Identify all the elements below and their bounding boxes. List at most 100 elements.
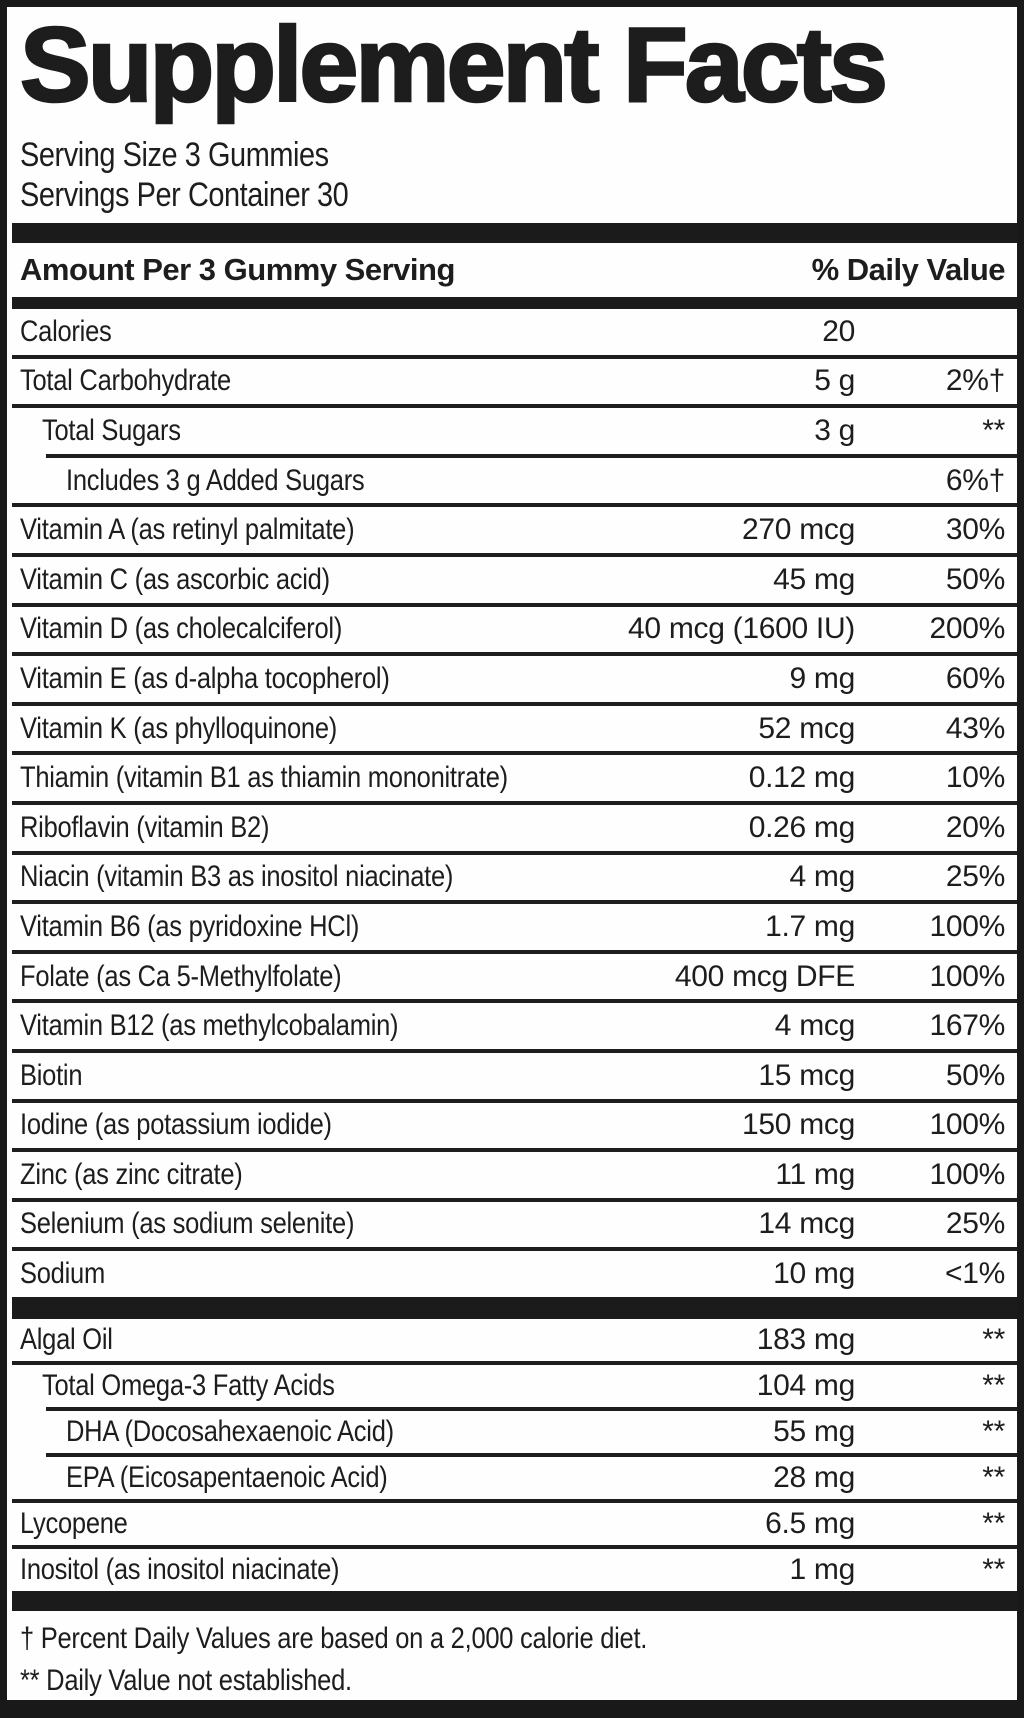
serving-size: Serving Size 3 Gummies xyxy=(20,136,329,174)
row-separator xyxy=(12,1148,1017,1153)
table-row: Algal Oil 183 mg ** xyxy=(7,1319,1017,1361)
footnotes: † Percent Daily Values are based on a 2,… xyxy=(7,1611,1017,1699)
table-row: Lycopene 6.5 mg ** xyxy=(7,1503,1017,1545)
row-dv: 200% xyxy=(929,612,1005,646)
row-label: DHA (Docosahexaenoic Acid) xyxy=(66,1415,394,1449)
thick-divider-middle xyxy=(12,1296,1017,1319)
row-label: Vitamin D (as cholecalciferol) xyxy=(20,612,343,646)
row-separator xyxy=(12,701,1017,706)
table-row: Total Omega-3 Fatty Acids 104 mg ** xyxy=(7,1365,1017,1407)
row-separator xyxy=(12,1360,1017,1365)
table-row: Includes 3 g Added Sugars 6%† xyxy=(7,458,1017,504)
row-label: Total Sugars xyxy=(42,413,181,447)
row-label: Vitamin K (as phylloquinone) xyxy=(20,711,337,745)
table-row: Vitamin K (as phylloquinone) 52 mcg 43% xyxy=(7,706,1017,752)
row-amount: 52 mcg xyxy=(758,711,855,745)
table-row: Total Carbohydrate 5 g 2%† xyxy=(7,359,1017,405)
table-row: Biotin 15 mcg 50% xyxy=(7,1053,1017,1099)
row-label: EPA (Eicosapentaenoic Acid) xyxy=(66,1461,388,1495)
row-separator xyxy=(12,404,1017,409)
row-amount: 6.5 mg xyxy=(765,1507,855,1541)
row-label: Lycopene xyxy=(20,1507,128,1541)
row-amount: 15 mcg xyxy=(758,1058,855,1092)
table-row: Calories 20 xyxy=(7,309,1017,355)
table-row: Vitamin B12 (as methylcobalamin) 4 mcg 1… xyxy=(7,1003,1017,1049)
page-title: Supplement Facts xyxy=(19,6,890,124)
thick-divider-bottom xyxy=(12,1591,1017,1612)
row-amount: 9 mg xyxy=(789,661,856,695)
row-dv: 25% xyxy=(945,860,1005,894)
row-dv: 60% xyxy=(945,661,1005,695)
row-dv: 30% xyxy=(945,513,1005,547)
table-row: Zinc (as zinc citrate) 11 mg 100% xyxy=(7,1152,1017,1198)
row-label: Total Carbohydrate xyxy=(20,364,231,398)
table-row: Iodine (as potassium iodide) 150 mcg 100… xyxy=(7,1103,1017,1149)
row-label: Thiamin (vitamin B1 as thiamin mononitra… xyxy=(20,761,508,795)
row-separator xyxy=(12,1499,1017,1504)
row-amount: 45 mg xyxy=(773,562,855,596)
row-amount: 1.7 mg xyxy=(765,909,855,943)
row-separator xyxy=(46,453,1017,458)
row-dv: ** xyxy=(982,1369,1005,1403)
row-dv: ** xyxy=(982,1507,1005,1541)
row-dv: 2%† xyxy=(945,364,1005,398)
row-amount: 270 mcg xyxy=(742,513,855,547)
servings-per-container: Servings Per Container 30 xyxy=(20,176,349,214)
table-row: Inositol (as inositol niacinate) 1 mg ** xyxy=(7,1549,1017,1591)
column-header-row: Amount Per 3 Gummy Serving % Daily Value xyxy=(7,243,1017,297)
row-amount: 4 mg xyxy=(789,860,856,894)
row-amount: 400 mcg DFE xyxy=(674,959,855,993)
table-row: Vitamin A (as retinyl palmitate) 270 mcg… xyxy=(7,507,1017,553)
table-row: Total Sugars 3 g ** xyxy=(7,408,1017,454)
table-row: DHA (Docosahexaenoic Acid) 55 mg ** xyxy=(7,1411,1017,1453)
row-amount: 183 mg xyxy=(756,1322,856,1356)
row-dv: <1% xyxy=(945,1257,1005,1291)
row-separator xyxy=(12,999,1017,1004)
row-amount: 28 mg xyxy=(773,1461,855,1495)
row-separator xyxy=(12,1048,1017,1053)
row-separator xyxy=(12,503,1017,508)
row-dv: 10% xyxy=(945,761,1005,795)
row-separator xyxy=(12,354,1017,359)
row-amount: 20 xyxy=(822,314,855,348)
table-row: EPA (Eicosapentaenoic Acid) 28 mg ** xyxy=(7,1457,1017,1499)
row-label: Selenium (as sodium selenite) xyxy=(20,1207,355,1241)
row-dv: 25% xyxy=(945,1207,1005,1241)
row-amount: 40 mcg (1600 IU) xyxy=(628,612,855,646)
row-label: Inositol (as inositol niacinate) xyxy=(20,1553,340,1587)
row-label: Zinc (as zinc citrate) xyxy=(20,1157,243,1191)
row-separator xyxy=(12,850,1017,855)
row-amount: 104 mg xyxy=(756,1369,856,1403)
table-row: Selenium (as sodium selenite) 14 mcg 25% xyxy=(7,1202,1017,1248)
row-separator xyxy=(12,602,1017,607)
table-row: Folate (as Ca 5-Methylfolate) 400 mcg DF… xyxy=(7,954,1017,1000)
row-separator xyxy=(12,1247,1017,1252)
row-label: Vitamin C (as ascorbic acid) xyxy=(20,562,330,596)
row-separator xyxy=(12,751,1017,756)
row-amount: 11 mg xyxy=(775,1157,855,1191)
row-label: Biotin xyxy=(20,1058,83,1092)
row-dv: 167% xyxy=(929,1009,1005,1043)
row-amount: 1 mg xyxy=(789,1553,856,1587)
row-separator xyxy=(12,1197,1017,1202)
thick-divider-top xyxy=(12,223,1017,243)
footnote-not-established: ** Daily Value not established. xyxy=(20,1664,352,1698)
table-row: Riboflavin (vitamin B2) 0.26 mg 20% xyxy=(7,805,1017,851)
row-dv: ** xyxy=(982,1415,1005,1449)
table-row: Vitamin B6 (as pyridoxine HCl) 1.7 mg 10… xyxy=(7,904,1017,950)
row-label: Vitamin A (as retinyl palmitate) xyxy=(20,513,355,547)
row-amount: 4 mcg xyxy=(774,1009,856,1043)
row-label: Niacin (vitamin B3 as inositol niacinate… xyxy=(20,860,454,894)
footnote-daily-values: † Percent Daily Values are based on a 2,… xyxy=(20,1622,648,1656)
row-separator xyxy=(12,949,1017,954)
row-dv: 50% xyxy=(945,562,1005,596)
row-separator xyxy=(12,1545,1017,1550)
row-label: Includes 3 g Added Sugars xyxy=(66,463,365,497)
row-dv: 6%† xyxy=(945,463,1005,497)
row-separator xyxy=(46,1453,1017,1458)
row-amount: 3 g xyxy=(814,413,855,447)
row-dv: ** xyxy=(982,1322,1005,1356)
daily-value-column-header: % Daily Value xyxy=(811,252,1006,287)
table-row: Niacin (vitamin B3 as inositol niacinate… xyxy=(7,855,1017,901)
